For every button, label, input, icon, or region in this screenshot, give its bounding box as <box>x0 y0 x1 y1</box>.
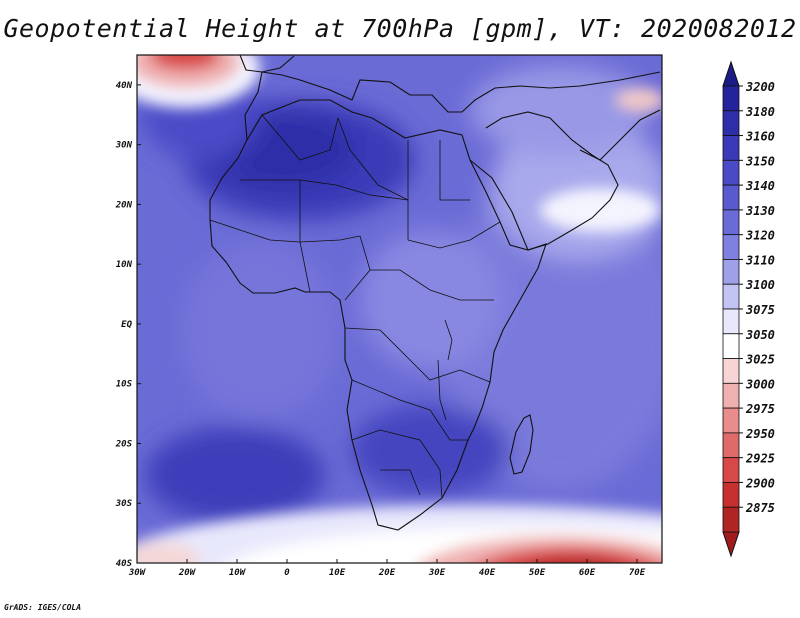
colorbar-swatch <box>722 457 740 483</box>
lat-tick-label: 40S <box>116 559 133 569</box>
colorbar-swatch <box>722 209 740 236</box>
colorbar-swatch <box>722 382 740 409</box>
colorbar-swatch <box>722 308 740 335</box>
colorbar-label: 3150 <box>745 154 775 168</box>
colorbar-swatch <box>722 110 740 136</box>
arabia-coastline <box>469 111 619 251</box>
middle-east-field <box>470 65 650 155</box>
gulf-guinea-field <box>180 240 340 420</box>
persia-low <box>615 88 662 112</box>
lat-tick-label: 20N <box>115 200 133 210</box>
geopotential-field <box>137 55 662 563</box>
colorbar-label: 3110 <box>745 253 775 267</box>
lon-tick-label: 10E <box>329 568 346 578</box>
lat-tick-label: EQ <box>121 320 132 330</box>
border-line <box>209 219 361 243</box>
southern-africa-high <box>350 405 510 495</box>
lat-tick-label: 40N <box>116 81 133 91</box>
colorbar-label: 3200 <box>745 80 775 94</box>
lake-victoria <box>444 319 453 361</box>
colorbar-swatch <box>722 184 740 211</box>
lon-tick-label: 20W <box>178 568 197 578</box>
mediterranean-coastline <box>244 71 661 141</box>
lon-tick-label: 0 <box>284 568 290 578</box>
iberia-coastline <box>239 55 295 73</box>
lat-tick-label: 30N <box>115 141 133 151</box>
coastlines <box>209 55 661 531</box>
northwest-low-core <box>150 55 220 70</box>
border-line <box>407 221 501 249</box>
lat-tick-label: 10S <box>116 380 133 390</box>
south-atlantic-high <box>145 427 325 523</box>
colorbar-swatch <box>722 333 740 359</box>
east-africa-field <box>360 230 500 370</box>
colorbar-label: 3180 <box>745 105 775 119</box>
lat-tick-label: 20S <box>115 439 133 449</box>
border-line <box>261 114 339 161</box>
border-line <box>240 179 409 201</box>
colorbar-swatch <box>722 234 740 260</box>
madagascar-coastline <box>509 414 534 475</box>
colorbar-label: 3075 <box>745 303 775 317</box>
colorbar-label: 3050 <box>745 328 775 342</box>
lon-tick-label: 20E <box>378 568 396 578</box>
border-line <box>299 180 311 293</box>
lon-tick-label: 40E <box>479 568 496 578</box>
plot-frame <box>136 54 663 564</box>
colorbar-swatch <box>722 482 740 508</box>
colorbar-label: 2900 <box>745 476 775 490</box>
colorbar-bottom-cap <box>722 531 740 558</box>
persian-gulf-coastline <box>579 109 661 161</box>
colorbar-top-cap <box>722 60 740 87</box>
colorbar-swatch <box>722 407 740 434</box>
colorbar-label: 3120 <box>745 229 775 243</box>
lon-tick-label: 10W <box>229 568 247 578</box>
colorbar-swatch <box>722 358 740 384</box>
colorbar-label: 3140 <box>745 179 775 193</box>
colorbar-label: 2975 <box>745 402 775 416</box>
colorbar-label: 3100 <box>745 278 775 292</box>
southern-low-core <box>536 558 614 563</box>
colorbar-label: 2875 <box>745 501 775 515</box>
lon-tick-label: 30W <box>128 568 147 578</box>
border-line <box>337 117 409 240</box>
colorbar-swatch <box>722 283 740 310</box>
colorbar-label: 3025 <box>745 353 775 367</box>
colorbar-label: 2950 <box>745 427 775 441</box>
southern-low-mid <box>480 547 660 563</box>
lat-tick-label: 10N <box>116 260 133 270</box>
lon-tick-label: 60E <box>579 568 596 578</box>
colorbar-label: 3160 <box>745 130 775 144</box>
country-borders <box>209 114 501 499</box>
lon-tick-label: 30E <box>428 568 446 578</box>
lake-tanganyika <box>437 359 447 421</box>
chart-title: Geopotential Height at 700hPa [gpm], VT:… <box>3 14 797 43</box>
colorbar-swatch <box>722 85 740 112</box>
border-line <box>370 269 494 301</box>
colorbar-label: 3130 <box>745 204 775 218</box>
longitude-axis: 30W 20W 10W 0 10E 20E 30E 40E 50E 60E 70E <box>128 559 646 578</box>
lon-tick-label: 70E <box>629 568 646 578</box>
colorbar-label: 3000 <box>745 377 775 391</box>
colorbar: 3200 3180 3160 3150 3140 3130 3120 3110 3100 3075… <box>722 60 775 558</box>
border-line <box>439 140 470 201</box>
latitude-axis: 40N 30N 20N 10N EQ 10S 20S 30S 40S <box>115 81 141 569</box>
colorbar-swatch <box>722 259 740 285</box>
lat-tick-label: 30S <box>115 499 133 509</box>
grads-credit: GrADS: IGES/COLA <box>4 603 82 612</box>
border-line <box>380 469 421 496</box>
border-line <box>351 379 468 441</box>
colorbar-swatch <box>722 159 740 186</box>
southwest-low <box>137 542 200 563</box>
colorbar-swatch <box>722 506 740 533</box>
border-line <box>351 429 443 499</box>
border-line <box>344 327 491 383</box>
lon-tick-label: 50E <box>529 568 546 578</box>
colorbar-swatch <box>722 432 740 459</box>
colorbar-swatch <box>722 135 740 161</box>
africa-coastline <box>209 99 547 531</box>
colorbar-label: 2925 <box>745 452 775 466</box>
